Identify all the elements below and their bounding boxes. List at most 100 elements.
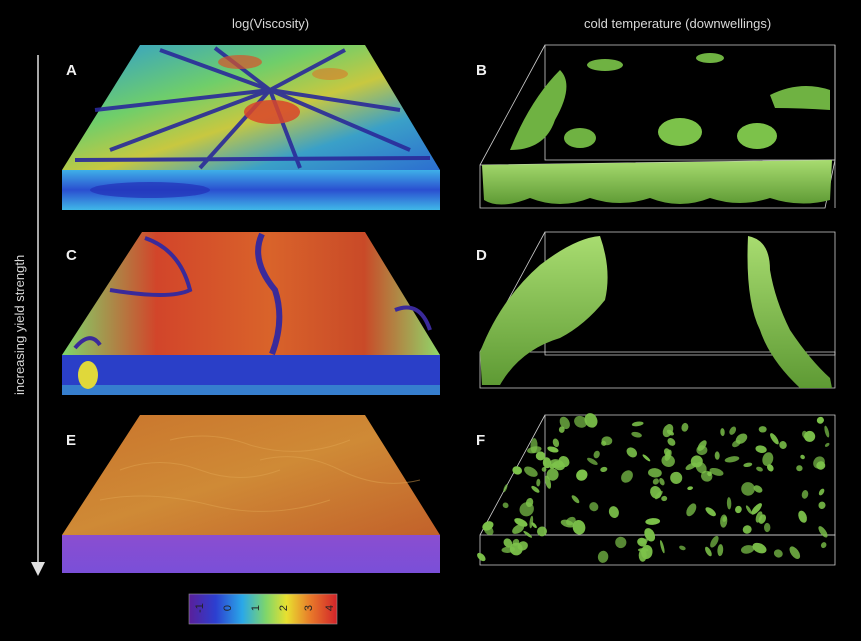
downwelling-plume — [541, 466, 547, 472]
downwelling-plume — [527, 446, 542, 454]
downwelling-plume — [813, 456, 825, 469]
downwelling-plume — [687, 486, 693, 491]
downwelling-plume — [726, 497, 732, 510]
downwelling-plume — [679, 545, 686, 551]
colorbar-tick: 0 — [222, 604, 234, 612]
downwelling-plume — [571, 495, 580, 504]
downwelling-plume — [740, 545, 755, 554]
downwelling-plume — [531, 485, 540, 493]
panel-a-slab — [62, 45, 440, 210]
panel-letter-c: C — [66, 247, 77, 264]
downwelling-plume — [519, 502, 534, 517]
downwelling-plume — [755, 511, 763, 523]
colorbar-tick: 2 — [278, 604, 290, 612]
downwelling-plume — [631, 431, 642, 438]
right-column-title: cold temperature (downwellings) — [584, 16, 772, 31]
downwelling-plume — [745, 505, 752, 514]
downwelling-plume — [512, 466, 523, 475]
panel-letter-f: F — [476, 432, 486, 449]
downwelling-plume — [710, 535, 719, 548]
downwelling-plume — [546, 468, 559, 481]
panel-f-isosurface — [477, 413, 836, 566]
downwelling-plume — [503, 538, 513, 548]
downwelling-plume — [621, 470, 633, 483]
downwelling-plume — [660, 540, 665, 554]
downwelling-plume — [753, 485, 763, 493]
downwelling-plume — [659, 478, 665, 486]
downwelling-plume — [770, 433, 779, 445]
downwelling-plume — [652, 478, 659, 485]
downwelling-plume — [531, 522, 537, 529]
downwelling-plume — [756, 466, 763, 472]
downwelling-plume — [816, 416, 824, 424]
downwelling-plume — [763, 522, 771, 533]
downwelling-plume — [661, 454, 675, 467]
downwelling-plume — [762, 452, 774, 466]
panel-b-isosurface — [479, 44, 836, 209]
downwelling-plume — [502, 502, 509, 509]
downwelling-plume — [804, 430, 816, 442]
downwelling-plume — [755, 445, 767, 453]
panel-e-slab — [62, 415, 440, 573]
downwelling-plume — [667, 437, 676, 446]
downwelling-plume — [681, 422, 689, 432]
downwelling-plume — [707, 471, 712, 477]
left-column-title: log(Viscosity) — [232, 16, 310, 31]
viscosity-colorbar — [188, 593, 338, 625]
downwelling-plume — [597, 550, 609, 563]
downwelling-plume — [820, 542, 827, 549]
downwelling-plume — [542, 457, 552, 469]
downwelling-plume — [509, 542, 523, 556]
yield-strength-label: increasing yield strength — [12, 254, 27, 395]
colorbar-tick: 4 — [324, 604, 336, 612]
downwelling-plume — [535, 451, 546, 461]
downwelling-plume — [514, 518, 528, 527]
panel-c-slab — [62, 232, 440, 395]
downwelling-plume — [670, 471, 683, 484]
downwelling-plume — [686, 503, 697, 517]
downwelling-plume — [720, 428, 725, 437]
downwelling-plume — [766, 464, 774, 472]
downwelling-plume — [742, 525, 752, 534]
colorbar-tick: 3 — [303, 604, 315, 612]
downwelling-plume — [547, 446, 559, 453]
downwelling-plume — [724, 456, 740, 463]
downwelling-plume — [705, 546, 712, 557]
downwelling-plume — [589, 502, 599, 512]
downwelling-plume — [705, 507, 716, 517]
downwelling-plume — [552, 438, 560, 448]
downwelling-plume — [584, 413, 598, 428]
downwelling-plume — [661, 495, 668, 502]
downwelling-plume — [559, 416, 570, 430]
downwelling-plume — [735, 433, 748, 444]
downwelling-plume — [743, 462, 753, 468]
downwelling-plume — [662, 424, 674, 438]
downwelling-plume — [644, 528, 656, 542]
downwelling-plume — [639, 538, 648, 544]
colorbar-tick: -1 — [194, 603, 206, 613]
downwelling-plume — [697, 440, 707, 451]
downwelling-plume — [601, 436, 613, 446]
downwelling-plume — [758, 426, 767, 433]
downwelling-plume — [752, 542, 767, 554]
downwelling-plume — [645, 518, 661, 525]
downwelling-plume — [663, 448, 671, 457]
downwelling-plume — [796, 465, 803, 472]
downwelling-plume — [741, 482, 755, 496]
downwelling-plume — [637, 548, 649, 552]
yield-strength-arrowhead — [31, 562, 45, 576]
downwelling-plume — [654, 490, 663, 500]
downwelling-plume — [626, 447, 638, 458]
downwelling-plume — [565, 516, 576, 526]
downwelling-plume — [576, 469, 588, 481]
downwelling-plume — [536, 478, 541, 487]
downwelling-plume — [558, 426, 565, 433]
downwelling-plume — [717, 544, 724, 557]
downwelling-plume — [798, 510, 807, 523]
downwelling-plume — [773, 549, 783, 558]
downwelling-plume — [631, 421, 644, 427]
downwelling-plume — [801, 490, 809, 499]
downwelling-plume — [483, 525, 494, 536]
downwelling-plume — [729, 426, 737, 435]
